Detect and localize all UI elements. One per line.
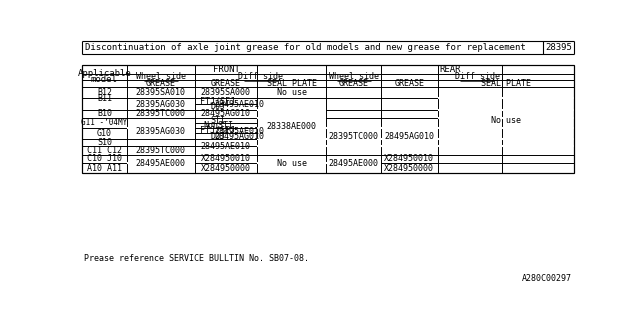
Text: B10: B10 — [97, 109, 112, 118]
Text: Prease reference SERVICE BULLTIN No. SB07-08.: Prease reference SERVICE BULLTIN No. SB0… — [84, 254, 309, 263]
Text: No use: No use — [276, 88, 307, 97]
Text: B11: B11 — [97, 94, 112, 103]
Text: FRONT: FRONT — [213, 65, 240, 74]
Text: S10: S10 — [97, 138, 112, 147]
Text: model: model — [91, 76, 118, 84]
Text: 28495AE010: 28495AE010 — [214, 127, 265, 136]
Text: 28495AE010: 28495AE010 — [214, 100, 265, 109]
Text: Discontinuation of axle joint grease for old models and new grease for replaceme: Discontinuation of axle joint grease for… — [85, 43, 526, 52]
Text: No use: No use — [491, 116, 521, 125]
Text: 28495AE010: 28495AE010 — [201, 142, 251, 151]
Text: 28495AE000: 28495AE000 — [328, 159, 379, 168]
Text: C10 J10: C10 J10 — [87, 155, 122, 164]
Text: REAR: REAR — [439, 65, 461, 74]
Text: GREASE: GREASE — [211, 79, 241, 88]
Text: 28395SA000: 28395SA000 — [201, 88, 251, 97]
Text: G11 -’04MY: G11 -’04MY — [81, 118, 127, 127]
Text: FTJ/SFJ: FTJ/SFJ — [200, 126, 236, 135]
Text: B12: B12 — [97, 88, 112, 97]
Text: GREASE: GREASE — [339, 79, 369, 88]
Text: 28395: 28395 — [545, 43, 572, 52]
Text: 28338AE000: 28338AE000 — [267, 122, 317, 131]
Text: X284950000: X284950000 — [385, 164, 435, 173]
Text: Diff side: Diff side — [238, 72, 283, 81]
Text: 28495AG010: 28495AG010 — [385, 132, 435, 141]
Text: 28395SA010: 28395SA010 — [136, 88, 186, 97]
Text: 28495AG010: 28495AG010 — [201, 109, 251, 118]
Text: FTJ/SFJ: FTJ/SFJ — [200, 97, 236, 106]
Text: DOJ: DOJ — [211, 102, 225, 111]
Text: 28395AG030: 28395AG030 — [136, 127, 186, 136]
Text: A10 A11: A10 A11 — [87, 164, 122, 173]
Text: GREASE: GREASE — [146, 79, 175, 88]
Text: STI: STI — [211, 116, 225, 125]
Text: A280C00297: A280C00297 — [522, 274, 572, 283]
Text: GREASE: GREASE — [394, 79, 424, 88]
Text: SEAL PLATE: SEAL PLATE — [267, 79, 317, 88]
Text: NonSTI: NonSTI — [203, 121, 233, 130]
Text: SEAL PLATE: SEAL PLATE — [481, 79, 531, 88]
Text: Wheel side: Wheel side — [136, 72, 186, 81]
Text: 28395TC000: 28395TC000 — [136, 146, 186, 155]
Text: DOJ: DOJ — [211, 132, 225, 141]
Text: X284950010: X284950010 — [201, 155, 251, 164]
Text: 28495AG010: 28495AG010 — [214, 132, 265, 141]
Text: 28495AE000: 28495AE000 — [136, 159, 186, 168]
Text: 28395AG030: 28395AG030 — [136, 100, 186, 109]
Text: 28395TC000: 28395TC000 — [328, 132, 379, 141]
Text: No use: No use — [276, 159, 307, 168]
Text: X284950000: X284950000 — [201, 164, 251, 173]
Text: Wheel side: Wheel side — [328, 72, 379, 81]
Text: Applicable: Applicable — [77, 69, 131, 78]
Text: Diff side: Diff side — [454, 72, 500, 81]
Text: G10: G10 — [97, 129, 112, 138]
Text: 28395TC000: 28395TC000 — [136, 109, 186, 118]
Text: C11 C12: C11 C12 — [87, 146, 122, 155]
Text: X284950010: X284950010 — [385, 155, 435, 164]
